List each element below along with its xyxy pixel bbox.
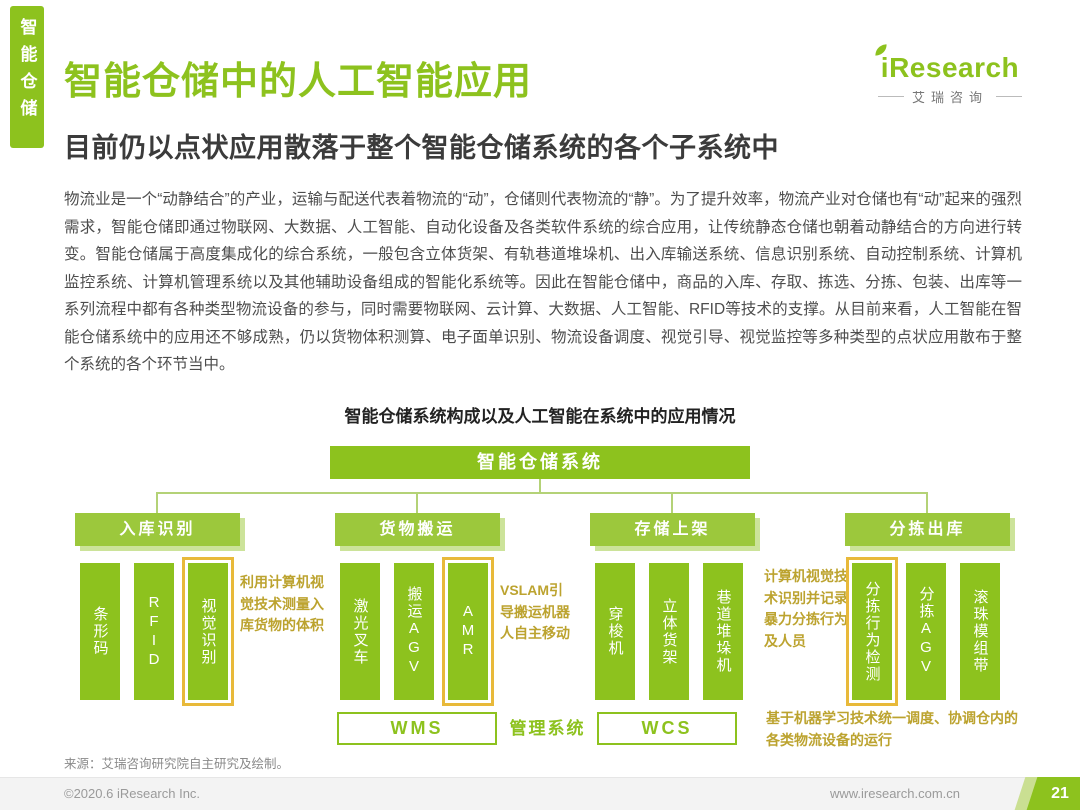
- page-subtitle: 目前仍以点状应用散落于整个智能仓储系统的各个子系统中: [64, 133, 779, 163]
- item-label: 穿梭机: [606, 606, 624, 657]
- website-link[interactable]: www.iresearch.com.cn: [829, 786, 960, 801]
- source-note: 来源：艾瑞咨询研究院自主研究及绘制。: [64, 757, 290, 771]
- item-stacker: 巷道堆垛机: [703, 563, 743, 700]
- connector-line: [156, 492, 927, 494]
- group-header-handling: 货物搬运: [335, 513, 500, 546]
- item-rfid: RFID: [134, 563, 174, 700]
- body-text: 物流业是一个“动静结合”的产业，运输与配送代表着物流的“动”，仓储则代表物流的“…: [64, 191, 1022, 374]
- side-tab: 智能仓储: [10, 6, 44, 148]
- logo-wordmark: iResearch: [875, 44, 1022, 83]
- leaf-icon: [875, 44, 887, 56]
- copyright-text: ©2020.6 iResearch Inc.: [64, 786, 201, 801]
- item-label: 搬运AGV: [405, 586, 423, 677]
- item-ball-module-belt: 滚珠模组带: [960, 563, 1000, 700]
- item-label: 激光叉车: [351, 597, 369, 666]
- logo-rule-right: [996, 96, 1022, 97]
- wms-box: WMS: [337, 712, 497, 745]
- connector-line: [926, 492, 928, 513]
- item-visual-recognition: 视觉识别: [182, 557, 234, 706]
- item-label: 巷道堆垛机: [714, 589, 732, 674]
- item-agv: 搬运AGV: [394, 563, 434, 700]
- item-label: 立体货架: [660, 597, 678, 666]
- group-header-outbound: 分拣出库: [845, 513, 1010, 546]
- management-system-label: 管理系统: [509, 719, 586, 738]
- item-amr: AMR: [442, 557, 494, 706]
- iresearch-logo: iResearch 艾瑞咨询: [875, 44, 1022, 106]
- item-shuttle: 穿梭机: [595, 563, 635, 700]
- note-management: 基于机器学习技术统一调度、协调仓内的各类物流设备的运行: [766, 710, 1018, 748]
- item-barcode: 条形码: [80, 563, 120, 700]
- connector-line: [539, 479, 541, 492]
- item-rack: 立体货架: [649, 563, 689, 700]
- item-label: 分拣AGV: [917, 586, 935, 677]
- item-label: 视觉识别: [199, 597, 217, 666]
- group-header-storage: 存储上架: [590, 513, 755, 546]
- connector-line: [156, 492, 158, 513]
- item-laser-forklift: 激光叉车: [340, 563, 380, 700]
- logo-text: iResearch: [880, 52, 1020, 83]
- footer-bar: ©2020.6 iResearch Inc. www.iresearch.com…: [0, 777, 1080, 810]
- item-sorting-behavior: 分拣行为检测: [846, 557, 898, 706]
- logo-cn-text: 艾瑞咨询: [911, 90, 988, 105]
- page-title: 智能仓储中的人工智能应用: [64, 61, 533, 103]
- connector-line: [416, 492, 418, 513]
- item-label: 分拣行为检测: [863, 580, 881, 683]
- diagram-title: 智能仓储系统构成以及人工智能在系统中的应用情况: [344, 407, 736, 426]
- item-label: RFID: [145, 593, 163, 670]
- connector-line: [671, 492, 673, 513]
- note-storage: 计算机视觉技术识别并记录暴力分拣行为及人员: [764, 568, 848, 650]
- item-label: 条形码: [91, 606, 109, 657]
- wcs-box: WCS: [597, 712, 737, 745]
- logo-cn: 艾瑞咨询: [877, 87, 1022, 106]
- root-node: 智能仓储系统: [330, 446, 750, 479]
- logo-rule-left: [877, 96, 904, 97]
- note-handling: VSLAM引导搬运机器人自主移动: [500, 582, 570, 642]
- item-label: AMR: [459, 603, 477, 660]
- note-inbound: 利用计算机视觉技术测量入库货物的体积: [240, 574, 324, 634]
- page-number: 21: [1051, 785, 1069, 802]
- page-number-badge: 21: [1026, 777, 1080, 810]
- group-header-inbound: 入库识别: [75, 513, 240, 546]
- side-tab-label: 智能仓储: [17, 18, 37, 126]
- item-label: 滚珠模组带: [971, 589, 989, 674]
- item-sorting-agv: 分拣AGV: [906, 563, 946, 700]
